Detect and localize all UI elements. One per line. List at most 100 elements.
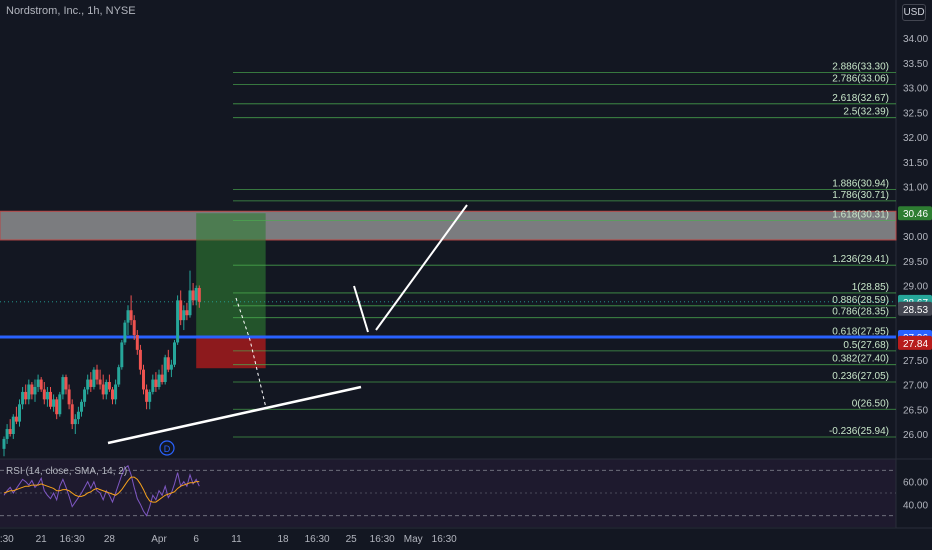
fib-levels: 2.886(33.30)2.786(33.06) 2.618(32.67) 2.5(… (233, 62, 896, 438)
time-tick-label: Apr (151, 534, 167, 545)
time-tick-label: 6:30 (0, 534, 14, 545)
time-tick-label: 25 (346, 534, 358, 545)
fib-label: 1.618(30.31) (832, 210, 889, 221)
candle-body (33, 386, 37, 395)
candle-body (182, 310, 186, 321)
candle-body (39, 379, 43, 390)
fib-label: 2.786(33.06) (832, 74, 889, 85)
price-tick-label: 27.00 (903, 381, 928, 392)
fib-label: 1.236(29.41) (832, 254, 889, 265)
fib-label: 0.786(28.35) (832, 307, 889, 318)
candle-body (138, 349, 142, 370)
candle-body (154, 379, 158, 387)
candle-body (80, 401, 83, 412)
time-tick-label: 16:30 (305, 534, 330, 545)
candle-body (21, 391, 25, 405)
candle-body (8, 429, 12, 434)
price-tick-label: 31.00 (903, 183, 928, 194)
price-tick-label: 27.50 (903, 356, 928, 367)
candle-body (86, 379, 90, 390)
rsi-line (3, 464, 200, 517)
candle-body (89, 379, 93, 387)
price-label: 28.53 (903, 305, 928, 316)
price-label: 27.84 (903, 339, 928, 350)
fib-label: 2.5(32.39) (843, 107, 889, 118)
time-tick-label: 16:30 (432, 534, 457, 545)
candle-body (160, 374, 164, 383)
candle-body (36, 379, 40, 387)
candle-body (11, 416, 15, 434)
price-tick-label: 31.50 (903, 158, 928, 169)
symbol-title: Nordstrom, Inc., 1h, NYSE (6, 5, 136, 17)
candle-body (151, 379, 155, 392)
rsi-tick-label: 60.00 (903, 478, 928, 489)
candle-body (55, 399, 59, 415)
candle-body (2, 438, 6, 449)
candle-body (197, 287, 201, 302)
candle-body (83, 389, 87, 402)
dividend-marker-label: D (164, 444, 171, 454)
candle-body (145, 389, 149, 402)
candle-body (5, 429, 9, 439)
candle-body (129, 310, 133, 321)
rise-projection (375, 204, 468, 331)
candle-body (169, 364, 173, 370)
candle-body (132, 320, 136, 335)
candle-body (24, 391, 28, 400)
time-tick-label: 18 (277, 534, 289, 545)
time-tick-label: May (404, 534, 423, 545)
support-trendline (107, 385, 362, 445)
candle-body (185, 310, 189, 316)
fib-label: 1(28.85) (852, 282, 889, 293)
candle-body (179, 300, 183, 321)
rsi-sma-line (3, 476, 200, 503)
fib-anchor-line (235, 297, 267, 409)
currency-button[interactable]: USD (902, 4, 926, 21)
price-label-bg (898, 335, 932, 350)
candle-body (188, 290, 192, 316)
time-tick-label: 21 (36, 534, 48, 545)
price-tick-label: 32.00 (903, 133, 928, 144)
time-tick-label: 6 (193, 534, 199, 545)
price-tick-label: 29.50 (903, 257, 928, 268)
candle-body (30, 384, 34, 395)
stop-zone (196, 336, 266, 369)
price-label-bg (898, 301, 932, 316)
fib-label: 1.886(30.94) (832, 178, 889, 189)
price-tick-label: 26.00 (903, 430, 928, 441)
price-axis: 34.0033.5033.0032.5032.0031.5031.0030.50… (898, 34, 932, 511)
fib-label: 0.886(28.59) (832, 295, 889, 306)
fib-label: -0.236(25.94) (829, 426, 889, 437)
candle-body (120, 342, 124, 368)
price-label-bg (898, 206, 932, 221)
candle-body (104, 382, 108, 395)
fib-label: 0.382(27.40) (832, 354, 889, 365)
price-tick-label: 26.50 (903, 405, 928, 416)
candle-body (95, 369, 99, 380)
candle-body (73, 419, 77, 425)
candle-body (135, 335, 139, 350)
candle-body (191, 290, 195, 301)
candle-body (98, 379, 102, 385)
candle-body (101, 384, 105, 395)
price-tick-label: 32.50 (903, 108, 928, 119)
candle-body (64, 377, 68, 390)
candle-body (18, 404, 21, 422)
fib-label: 2.618(32.67) (832, 93, 889, 104)
candle-body (176, 300, 180, 343)
candle-body (70, 404, 74, 425)
candle-body (92, 369, 96, 387)
rsi-tick-label: 40.00 (903, 500, 928, 511)
time-axis: 6:30 21 16:30 28 Apr 6 11 18 16:30 25 16:30 May 16:3… (0, 534, 457, 545)
candle-body (173, 342, 176, 365)
price-tick-label: 29.00 (903, 282, 928, 293)
candle-body (194, 287, 198, 301)
candle-body (163, 357, 167, 383)
resistance-zone (0, 210, 897, 241)
rsi-legend: RSI (14, close, SMA, 14, 2) (6, 466, 128, 477)
fib-label: 1.786(30.71) (832, 190, 889, 201)
fib-label: 0.5(27.68) (843, 340, 889, 351)
candle-body (42, 389, 46, 400)
candle-body (52, 399, 56, 407)
